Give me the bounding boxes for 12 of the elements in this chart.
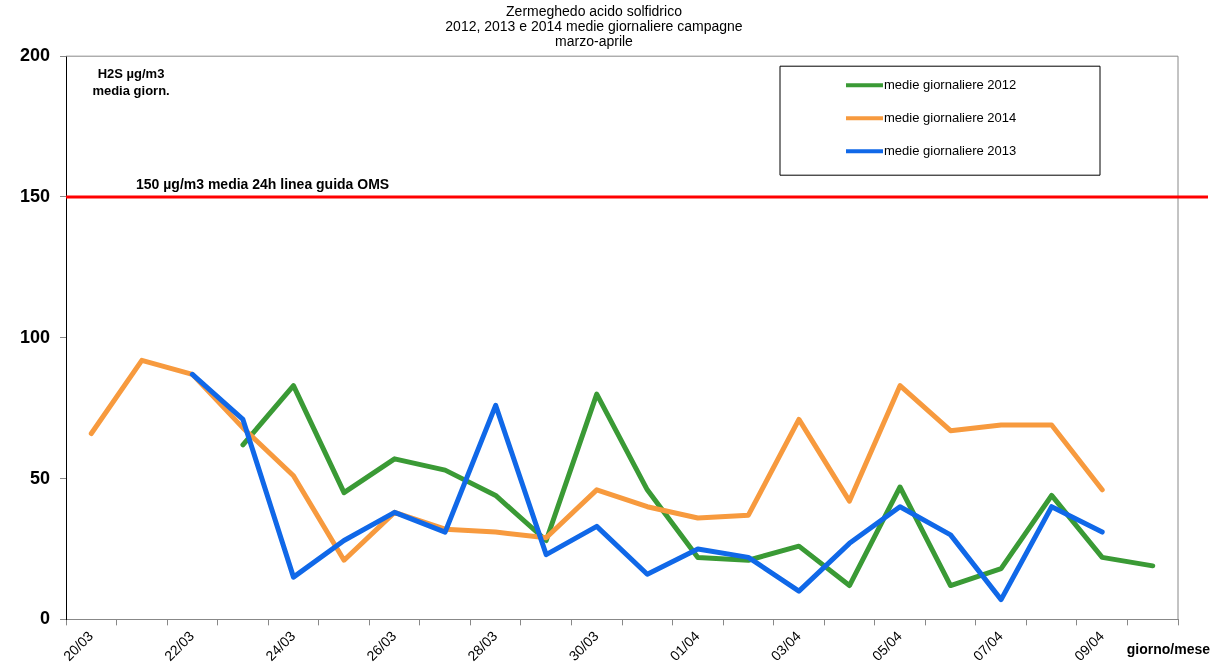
legend-label: medie giornaliere 2013 — [884, 142, 1017, 158]
legend-label: medie giornaliere 2014 — [884, 109, 1017, 125]
y-tick-label: 50 — [30, 467, 51, 488]
y-tick-label: 150 — [19, 185, 51, 206]
y-axis-title: H2S µg/m3 media giorn. — [92, 66, 170, 99]
y-tick-label: 200 — [19, 45, 51, 66]
legend-label: medie giornaliere 2012 — [884, 76, 1017, 92]
y-tick-label: 0 — [40, 608, 51, 629]
ref-line-label: 150 µg/m3 media 24h linea guida OMS — [136, 175, 390, 192]
y-tick-label: 100 — [19, 326, 51, 347]
chart-title: Zermeghedo acido solfidrico 2012, 2013 e 2014 medie giornaliere campagne marzo-aprile — [445, 2, 743, 50]
x-axis-title: giorno/mese — [1126, 641, 1211, 658]
